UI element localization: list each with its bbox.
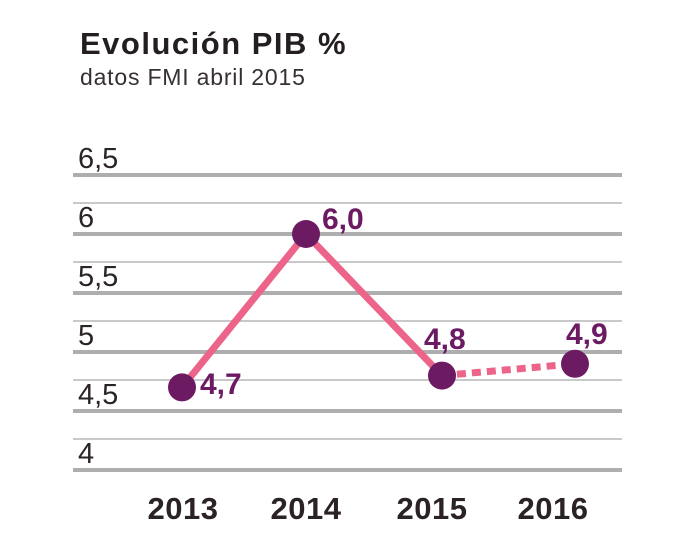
y-tick-label: 6,5	[78, 143, 119, 175]
data-point	[428, 361, 456, 390]
gridline-thick	[73, 232, 622, 236]
y-tick-label: 4,5	[78, 379, 119, 411]
gridline-thin	[73, 379, 622, 381]
data-point-label: 4,9	[566, 317, 608, 351]
gridline-thick	[73, 409, 622, 413]
trend-line-solid	[179, 230, 445, 390]
gridline-thin	[73, 261, 622, 263]
y-tick-label: 6	[78, 202, 95, 234]
gridline-thin	[73, 438, 622, 440]
gridline-thin	[73, 202, 622, 204]
y-tick-label: 5	[78, 320, 95, 352]
gridline-thick	[73, 350, 622, 354]
data-point-label: 4,7	[200, 368, 242, 402]
chart-subtitle: datos FMI abril 2015	[80, 64, 306, 90]
data-point-label: 6,0	[322, 203, 364, 236]
gridline-thick	[73, 173, 622, 177]
data-point	[292, 220, 320, 248]
data-point	[168, 373, 196, 402]
gridline-thick	[73, 291, 622, 295]
x-tick-label: 2013	[147, 491, 219, 526]
y-tick-label: 4	[78, 438, 95, 470]
x-tick-label: 2015	[396, 491, 468, 526]
y-tick-label: 5,5	[78, 261, 119, 293]
x-tick-label: 2016	[517, 491, 589, 526]
data-point	[561, 349, 589, 378]
data-point-label: 4,8	[424, 322, 466, 356]
x-tick-label: 2014	[270, 491, 342, 526]
trend-line-dashed-forecast	[441, 360, 576, 380]
gridline-thin	[73, 320, 622, 322]
gridline-thick	[73, 468, 622, 472]
chart-title: Evolución PIB %	[80, 26, 348, 61]
